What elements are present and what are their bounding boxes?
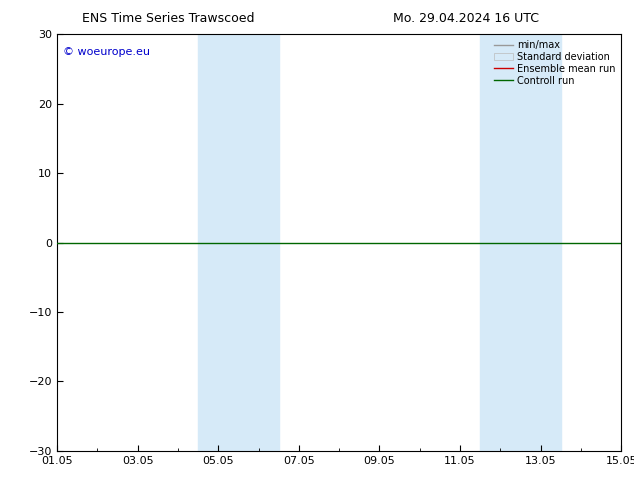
Text: Mo. 29.04.2024 16 UTC: Mo. 29.04.2024 16 UTC bbox=[393, 12, 539, 25]
Text: © woeurope.eu: © woeurope.eu bbox=[63, 47, 150, 57]
Bar bbox=[481, 34, 561, 451]
Text: ENS Time Series Trawscoed: ENS Time Series Trawscoed bbox=[82, 12, 255, 25]
Bar bbox=[198, 34, 279, 451]
Legend: min/max, Standard deviation, Ensemble mean run, Controll run: min/max, Standard deviation, Ensemble me… bbox=[491, 37, 618, 89]
